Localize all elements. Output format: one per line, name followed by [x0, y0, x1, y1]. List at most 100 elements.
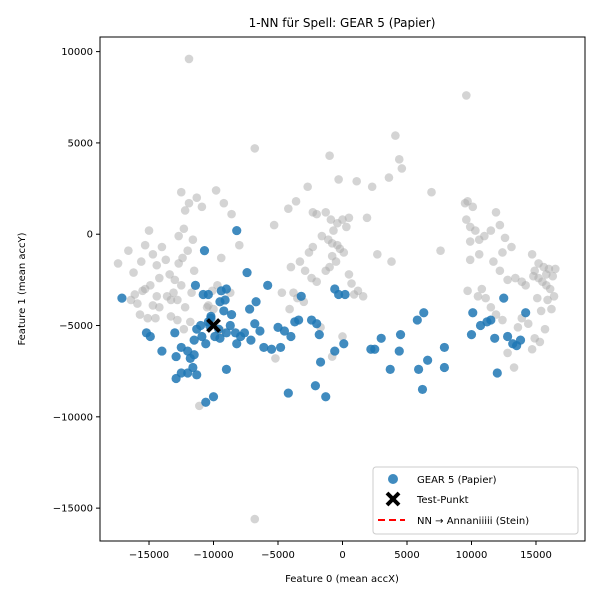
gear5-point	[245, 304, 255, 314]
y-tick-label: 10000	[61, 47, 93, 58]
other-point	[144, 226, 154, 235]
gear5-point	[242, 267, 252, 278]
other-point	[140, 240, 150, 250]
other-point	[152, 260, 162, 270]
other-point	[140, 284, 150, 294]
other-point	[170, 275, 180, 285]
gear5-point	[412, 315, 422, 325]
gear5-point	[315, 357, 326, 367]
other-point	[551, 264, 560, 274]
gear5-point	[490, 333, 500, 343]
other-point	[235, 240, 244, 250]
other-point	[489, 257, 498, 266]
x-axis-label: Feature 0 (mean accX)	[285, 574, 399, 585]
gear5-point	[203, 289, 213, 300]
other-point	[486, 226, 496, 235]
other-point	[184, 54, 194, 64]
other-point	[521, 281, 530, 290]
other-point	[465, 255, 475, 265]
gear5-point	[419, 308, 429, 318]
y-axis-ticks: −15000 −10000 −5000 0 5000 10000	[53, 47, 100, 515]
other-point	[133, 299, 142, 308]
other-point	[347, 279, 356, 288]
other-point	[536, 306, 546, 316]
other-point	[513, 323, 523, 332]
gear5-point	[376, 333, 386, 343]
other-point	[317, 231, 327, 241]
other-point	[169, 288, 178, 297]
gear5-point	[183, 368, 193, 378]
gear5-point	[486, 315, 496, 325]
gear5-point	[439, 342, 450, 353]
other-point	[397, 164, 407, 173]
other-point	[462, 215, 471, 224]
gear5-point	[157, 346, 167, 356]
gear5-point	[394, 346, 404, 356]
x-tick-label: −15000	[129, 550, 169, 561]
other-point	[183, 246, 193, 255]
test-point-marker	[206, 318, 221, 333]
other-point	[474, 235, 484, 244]
other-point	[250, 514, 260, 524]
other-point	[174, 231, 183, 241]
other-point	[534, 259, 543, 268]
other-point	[463, 286, 472, 296]
gear5-point	[417, 384, 428, 395]
gear5-point	[423, 355, 433, 365]
other-point	[180, 302, 190, 312]
x-tick-label: 15000	[520, 550, 552, 561]
other-point	[543, 295, 552, 305]
gear5-point	[395, 330, 406, 340]
gear5-point	[314, 330, 324, 340]
other-point	[394, 155, 404, 164]
gear5-point	[221, 364, 232, 374]
gear5-point	[339, 339, 349, 349]
other-point	[325, 262, 334, 272]
other-point	[295, 257, 305, 266]
other-point	[462, 91, 471, 100]
other-point	[216, 253, 226, 263]
other-point	[269, 220, 279, 230]
gear5-point	[215, 333, 225, 343]
gear5-point	[296, 291, 306, 301]
legend-label-nn: NN → Annaniiiii (Stein)	[417, 516, 529, 527]
other-point	[477, 284, 487, 294]
y-tick-label: −15000	[53, 504, 93, 515]
gear5-point	[499, 293, 509, 303]
other-point	[148, 250, 158, 259]
gear5-point	[239, 328, 250, 338]
other-point	[277, 288, 287, 297]
legend-marker-test	[385, 491, 401, 507]
gear5-point	[246, 335, 256, 345]
other-point	[352, 176, 361, 186]
data-points	[113, 54, 560, 524]
other-point	[527, 344, 537, 354]
other-point	[481, 293, 490, 303]
other-point	[152, 292, 162, 301]
other-point	[179, 324, 189, 334]
x-tick-label: −10000	[193, 550, 233, 561]
gear5-point	[189, 335, 199, 345]
other-point	[304, 248, 314, 257]
gear5-point	[466, 330, 477, 340]
other-point	[473, 292, 483, 301]
gear5-point	[145, 331, 155, 342]
other-point	[338, 332, 347, 341]
gear5-point	[275, 342, 286, 353]
other-point	[202, 302, 212, 312]
other-point	[527, 250, 537, 259]
other-point	[331, 257, 341, 266]
other-point	[286, 262, 296, 272]
other-point	[338, 215, 347, 224]
other-point	[285, 304, 294, 314]
gear5-point	[171, 373, 181, 384]
other-point	[334, 175, 343, 184]
x-axis-ticks: −15000 −10000 −5000 0 5000 10000 15000	[129, 541, 552, 561]
x-tick-label: 0	[339, 550, 345, 561]
other-point	[289, 288, 298, 297]
other-point	[387, 257, 396, 266]
other-point	[495, 220, 505, 230]
gear5-point	[521, 308, 531, 318]
other-point	[166, 312, 176, 321]
